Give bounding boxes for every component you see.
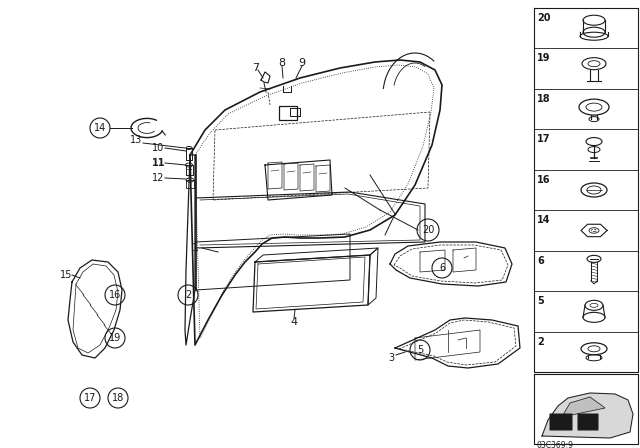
Text: 20: 20	[537, 13, 550, 23]
Text: 17: 17	[537, 134, 550, 144]
Text: 1: 1	[192, 243, 199, 253]
Text: 13: 13	[130, 135, 142, 145]
Text: 17: 17	[84, 393, 96, 403]
Text: 19: 19	[537, 53, 550, 64]
FancyBboxPatch shape	[577, 414, 598, 431]
Text: 15: 15	[60, 270, 72, 280]
FancyBboxPatch shape	[550, 414, 573, 431]
Text: 12: 12	[152, 173, 164, 183]
Text: 6: 6	[537, 256, 544, 266]
Text: 10: 10	[152, 143, 164, 153]
Text: 2: 2	[185, 290, 191, 300]
Text: 14: 14	[94, 123, 106, 133]
Text: 5: 5	[417, 345, 423, 355]
Polygon shape	[542, 393, 633, 438]
Text: 6: 6	[439, 263, 445, 273]
Bar	[279, 106, 297, 120]
Text: 8: 8	[278, 58, 285, 68]
Text: 19: 19	[109, 333, 121, 343]
Text: 11: 11	[152, 158, 166, 168]
Text: 03C369:9: 03C369:9	[536, 440, 573, 448]
Polygon shape	[562, 397, 605, 417]
Text: 14: 14	[537, 215, 550, 225]
Text: 9: 9	[298, 58, 305, 68]
Text: 3: 3	[388, 353, 394, 363]
Text: 16: 16	[109, 290, 121, 300]
Text: 7: 7	[252, 63, 259, 73]
Text: 18: 18	[537, 94, 550, 104]
Text: 5: 5	[537, 296, 544, 306]
Text: 16: 16	[537, 175, 550, 185]
Text: 18: 18	[112, 393, 124, 403]
Text: 20: 20	[422, 225, 434, 235]
Text: 2: 2	[537, 336, 544, 347]
Text: 4: 4	[290, 317, 297, 327]
